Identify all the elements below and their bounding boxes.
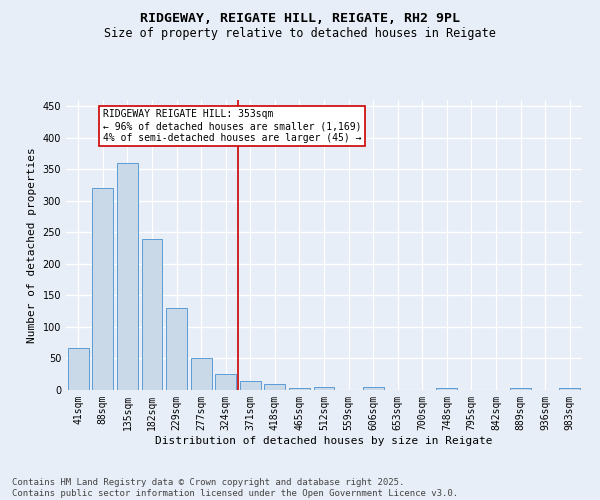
Bar xyxy=(289,388,310,390)
Bar xyxy=(117,163,138,390)
Y-axis label: Number of detached properties: Number of detached properties xyxy=(27,147,37,343)
Text: Contains HM Land Registry data © Crown copyright and database right 2025.
Contai: Contains HM Land Registry data © Crown c… xyxy=(12,478,458,498)
Bar xyxy=(314,388,334,390)
X-axis label: Distribution of detached houses by size in Reigate: Distribution of detached houses by size … xyxy=(155,436,493,446)
Bar xyxy=(191,358,212,390)
Bar xyxy=(265,384,286,390)
Bar xyxy=(240,381,261,390)
Bar xyxy=(510,388,531,390)
Bar xyxy=(215,374,236,390)
Bar xyxy=(92,188,113,390)
Bar xyxy=(166,308,187,390)
Bar xyxy=(362,388,383,390)
Text: RIDGEWAY, REIGATE HILL, REIGATE, RH2 9PL: RIDGEWAY, REIGATE HILL, REIGATE, RH2 9PL xyxy=(140,12,460,26)
Bar xyxy=(142,238,163,390)
Bar xyxy=(68,348,89,390)
Bar xyxy=(559,388,580,390)
Text: RIDGEWAY REIGATE HILL: 353sqm
← 96% of detached houses are smaller (1,169)
4% of: RIDGEWAY REIGATE HILL: 353sqm ← 96% of d… xyxy=(103,110,361,142)
Bar xyxy=(436,388,457,390)
Text: Size of property relative to detached houses in Reigate: Size of property relative to detached ho… xyxy=(104,28,496,40)
